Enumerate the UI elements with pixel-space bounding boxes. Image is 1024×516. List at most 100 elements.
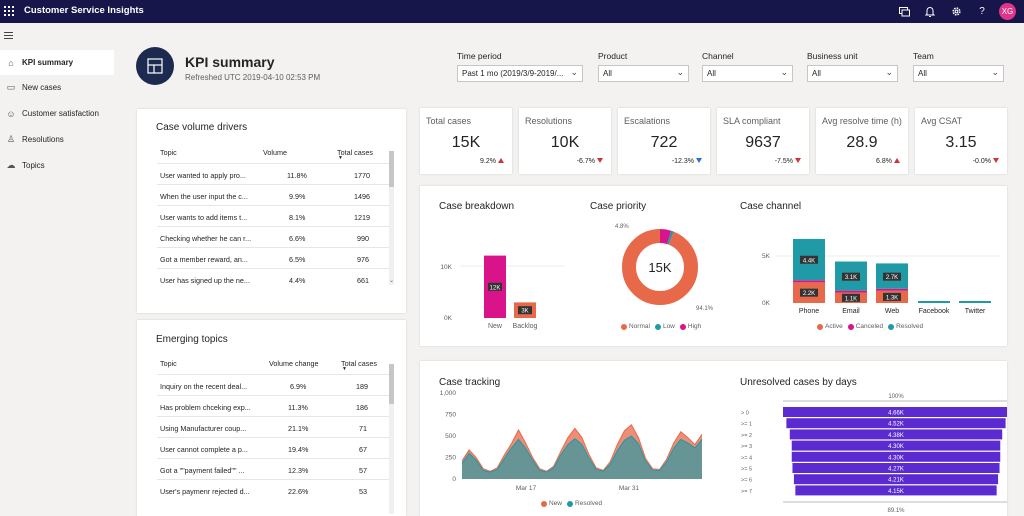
channel-dropdown[interactable]: All ⌄	[702, 65, 793, 82]
bell-icon[interactable]	[917, 2, 943, 21]
data-label-bg	[488, 282, 502, 291]
case-breakdown-chart: 10K 0K 12K New 3K Backlog	[440, 255, 565, 330]
category-label: > 0	[741, 411, 749, 417]
data-label: 3.1K	[845, 275, 857, 281]
product-dropdown[interactable]: All ⌄	[598, 65, 689, 82]
category-label: >= 3	[741, 444, 752, 450]
sidebar-item-label: KPI summary	[22, 58, 74, 67]
table-row[interactable]: Has problem chceking exp... 11.3% 186	[157, 395, 392, 416]
kpi-tile-avg-csat[interactable]: Avg CSAT 3.15 -0.0%	[915, 108, 1007, 174]
scrollbar[interactable]	[389, 364, 394, 514]
legend-label: Resolved	[575, 500, 603, 507]
filter-label: Channel	[702, 51, 734, 61]
line-resolved	[461, 435, 703, 473]
time-period-dropdown[interactable]: Past 1 mo (2019/3/9-2019/... ⌄	[457, 65, 583, 82]
dashboard-icon	[136, 47, 174, 85]
x-tick-label: Email	[842, 308, 860, 315]
unresolved-cases-title: Unresolved cases by days	[740, 377, 857, 388]
team-dropdown[interactable]: All ⌄	[913, 65, 1004, 82]
kpi-delta: -7.5%	[775, 158, 801, 165]
column-header[interactable]: Volume	[263, 148, 287, 157]
filter-label: Product	[598, 51, 628, 61]
table-row[interactable]: Inquiry on the recent deal... 6.9% 189	[157, 374, 392, 395]
kpi-value: 9637	[745, 134, 781, 151]
funnel-bar	[783, 407, 1007, 417]
scroll-down-icon[interactable]: ⌄	[389, 278, 395, 284]
case-tracking-title: Case tracking	[439, 377, 501, 388]
data-label: 4.66K	[888, 411, 904, 417]
table-row[interactable]: When the user input the c... 9.9% 1496	[157, 184, 392, 205]
data-label: 2.7K	[886, 275, 898, 281]
page-title: KPI summary	[185, 54, 275, 70]
category-label: >= 2	[741, 433, 752, 439]
table-row[interactable]: User has signed up the ne... 4.4% 661	[157, 268, 392, 289]
menu-icon[interactable]	[4, 32, 13, 41]
x-tick-label: Twitter	[965, 308, 986, 315]
y-tick-label: 10K	[440, 264, 452, 271]
refresh-timestamp: Refreshed UTC 2019-04-10 02:53 PM	[185, 73, 321, 82]
sidebar-item-customer-satisfaction[interactable]: ☺ Customer satisfaction	[0, 101, 114, 126]
table-header: Topic Volume Total cases ▼	[157, 141, 392, 161]
volume-drivers-table: Topic Volume Total cases ▼ User wanted t…	[157, 141, 392, 301]
top-bar: Customer Service Insights ? XG	[0, 0, 1024, 23]
table-row[interactable]: Using Manufacturer coup... 21.1% 71	[157, 416, 392, 437]
business-unit-dropdown[interactable]: All ⌄	[807, 65, 898, 82]
table-row[interactable]: User cannot complete a p... 19.4% 67	[157, 437, 392, 458]
kpi-tile-escalations[interactable]: Escalations 722 -12.3%	[618, 108, 710, 174]
gear-icon[interactable]	[943, 2, 969, 21]
y-tick-label: 0K	[444, 315, 453, 322]
kpi-tile-resolutions[interactable]: Resolutions 10K -6.7%	[519, 108, 611, 174]
app-launcher-icon[interactable]	[4, 6, 15, 17]
column-header[interactable]: Total cases	[341, 359, 377, 368]
filter-time-period: Time period Past 1 mo (2019/3/9-2019/...…	[457, 51, 583, 82]
kpi-value: 3.15	[945, 134, 977, 151]
kpi-tile-sla-compliant[interactable]: SLA compliant 9637 -7.5%	[717, 108, 809, 174]
data-label: 1.1K	[845, 296, 857, 302]
table-row[interactable]: Checking whether he can r... 6.6% 990	[157, 226, 392, 247]
sidebar-item-new-cases[interactable]: ▭ New cases	[0, 75, 114, 100]
kpi-tile-total-cases[interactable]: Total cases 15K 9.2%	[420, 108, 512, 174]
sidebar: ⌂ KPI summary ▭ New cases ☺ Customer sat…	[0, 23, 114, 516]
help-icon[interactable]: ?	[979, 6, 985, 17]
table-row[interactable]: Got a member reward, an... 6.5% 976	[157, 247, 392, 268]
avatar[interactable]: XG	[999, 3, 1016, 20]
column-header[interactable]: Topic	[160, 359, 177, 368]
topics-icon: ☁	[6, 160, 16, 170]
y-tick-label: 0K	[762, 300, 771, 307]
table-row[interactable]: User's paymenr rejected d... 22.6% 53	[157, 479, 392, 500]
column-header[interactable]: Total cases	[337, 148, 373, 157]
legend-swatch	[817, 323, 823, 330]
kpi-label: Escalations	[624, 116, 671, 126]
filter-product: Product All ⌄	[598, 51, 689, 82]
chevron-down-icon: ⌄	[676, 67, 684, 77]
kpi-tile-avg-resolve-time[interactable]: Avg resolve time (h) 28.9 6.8%	[816, 108, 908, 174]
kpi-delta: 9.2%	[480, 158, 504, 165]
table-row[interactable]: Got a ""payment failed"" ... 12.3% 57	[157, 458, 392, 479]
chat-icon[interactable]	[891, 2, 917, 21]
sidebar-item-topics[interactable]: ☁ Topics	[0, 153, 114, 178]
legend-swatch	[541, 500, 547, 507]
filter-business-unit: Business unit All ⌄	[807, 51, 898, 82]
kpi-label: Resolutions	[525, 116, 573, 126]
home-icon: ⌂	[8, 57, 14, 68]
bar-segment-canceled	[793, 280, 825, 283]
legend-swatch	[621, 323, 627, 330]
sidebar-item-resolutions[interactable]: ♙ Resolutions	[0, 127, 114, 152]
legend-label: Canceled	[855, 323, 884, 330]
table-row[interactable]: User wanted to apply pro... 11.8% 1770	[157, 163, 392, 184]
unresolved-cases-chart: 100% 4.66K > 0 4.52K >= 1 4.38K >= 2 4.30K >= 3 4…	[741, 394, 1007, 514]
table-row[interactable]: User wants to add items t... 8.1% 1219	[157, 205, 392, 226]
sidebar-item-kpi-summary[interactable]: ⌂ KPI summary	[0, 50, 114, 75]
column-header[interactable]: Topic	[160, 148, 177, 157]
case-tracking-chart: 1,000 750 500 250 0 Mar 17 Mar 31	[440, 390, 703, 492]
kpi-label: Total cases	[426, 116, 472, 126]
column-header[interactable]: Volume change	[269, 359, 319, 368]
dropdown-value: All	[603, 69, 612, 78]
data-label-bg	[883, 292, 901, 301]
x-tick-label: New	[488, 323, 503, 330]
funnel-bar	[793, 474, 999, 485]
category-label: >= 6	[741, 478, 752, 484]
scrollbar[interactable]	[389, 151, 394, 285]
kpi-value: 15K	[451, 134, 481, 151]
trend-down-icon	[993, 158, 999, 163]
